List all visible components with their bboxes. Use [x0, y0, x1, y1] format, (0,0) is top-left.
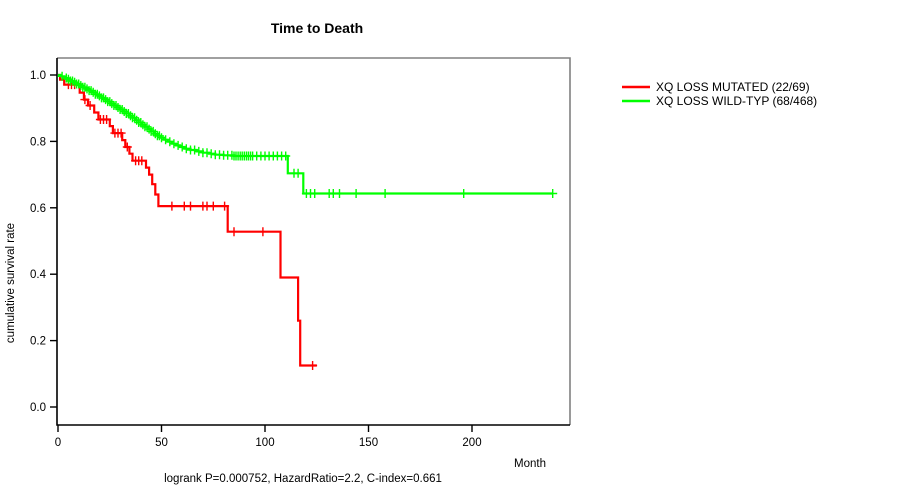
y-tick-label: 0.6 [30, 203, 46, 215]
legend-label-mutated: XQ LOSS MUTATED (22/69) [656, 80, 810, 94]
survival-curve-mutated-censor-marks [63, 80, 318, 370]
x-tick-label: 100 [255, 437, 274, 449]
plot-title: Time to Death [271, 20, 363, 36]
y-tick-label: 0.2 [30, 336, 46, 348]
y-tick-label: 1.0 [30, 70, 46, 82]
legend: XQ LOSS MUTATED (22/69) XQ LOSS WILD-TYP… [622, 80, 817, 108]
survival-curve-mutated [58, 73, 317, 367]
legend-label-wildtype: XQ LOSS WILD-TYP (68/468) [656, 94, 817, 108]
x-tick-label: 50 [155, 437, 168, 449]
stats-footer: logrank P=0.000752, HazardRatio=2.2, C-i… [164, 473, 442, 485]
y-axis-title: cumulative survival rate [5, 223, 17, 343]
survival-curves [57, 71, 558, 370]
axis-ticks: 1.0 0.8 0.6 0.4 0.2 0.0 0 50 100 150 200 [30, 70, 482, 449]
x-tick-label: 0 [55, 437, 61, 449]
y-tick-label: 0.8 [30, 136, 46, 148]
axis-lines [56, 58, 570, 426]
x-tick-label: 150 [359, 437, 378, 449]
survival-curve-wildtype [58, 73, 553, 195]
x-tick-label: 200 [462, 437, 481, 449]
x-axis-title: Month [514, 458, 546, 470]
frame-gray-border [57, 57, 571, 425]
y-tick-label: 0.0 [30, 402, 46, 414]
y-tick-label: 0.4 [30, 269, 47, 281]
plot-frame [56, 57, 571, 426]
survival-curve-wildtype-censor-marks [57, 71, 558, 198]
